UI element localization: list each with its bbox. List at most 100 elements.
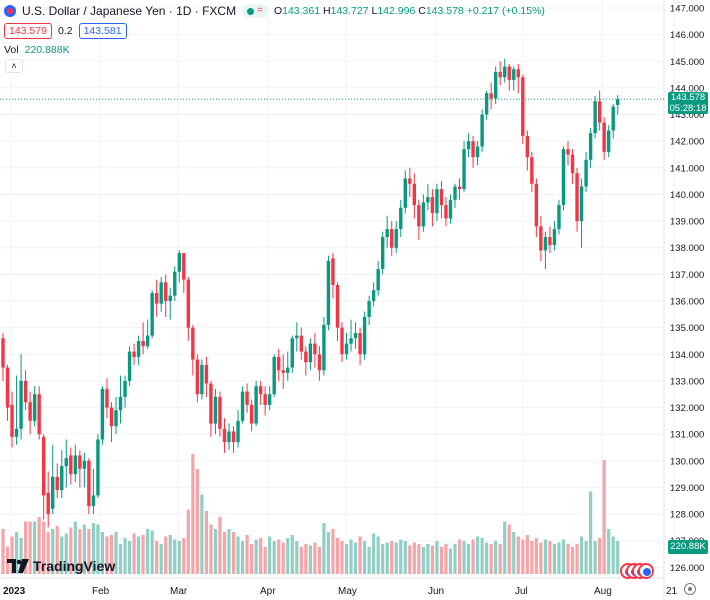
candle-body <box>64 458 68 467</box>
y-tick-label: 135.000 <box>670 323 704 334</box>
candle-body <box>471 141 475 158</box>
volume-bar <box>227 529 231 574</box>
volume-bar <box>259 538 263 574</box>
open-label: O <box>273 5 283 17</box>
candle-body <box>616 99 620 105</box>
candle-body <box>566 149 570 155</box>
us-event-icon[interactable] <box>638 563 654 579</box>
candle-body <box>55 476 59 491</box>
candle-body <box>236 420 240 443</box>
y-tick-label: 141.000 <box>670 163 704 174</box>
candle-body <box>584 159 588 187</box>
candle-body <box>498 71 502 78</box>
volume-bar <box>394 542 398 574</box>
volume-bar <box>561 539 566 574</box>
candle-body <box>403 178 407 208</box>
sell-button[interactable]: 143.579 <box>4 23 52 39</box>
candle-body <box>340 327 344 355</box>
candle-body <box>512 69 516 80</box>
volume-bar <box>417 544 421 574</box>
market-status-pill[interactable]: = <box>242 4 268 18</box>
candle-body <box>503 66 507 78</box>
candle-body <box>87 460 91 507</box>
candle-body <box>258 386 263 395</box>
collapse-legend-button[interactable]: ˄ <box>5 59 23 73</box>
ohlc-values: O143.361 H143.727 L142.996 C143.578 +0.2… <box>274 5 545 17</box>
volume-legend[interactable]: Vol 220.888K <box>4 44 70 56</box>
candle-body <box>200 364 204 395</box>
volume-bar <box>277 539 281 574</box>
candle-body <box>145 335 150 347</box>
volume-bar <box>485 542 489 574</box>
trade-buttons: 143.579 0.2 143.581 <box>4 23 127 39</box>
candle-body <box>430 197 435 214</box>
candle-body <box>353 332 358 339</box>
candle-body <box>313 343 317 355</box>
candle-body <box>204 364 209 384</box>
y-tick-label: 147.000 <box>670 3 704 14</box>
candle-body <box>150 292 154 336</box>
candle-body <box>516 69 520 78</box>
volume-bar <box>33 521 37 574</box>
volume-bar <box>69 527 73 574</box>
volume-bar <box>60 536 64 574</box>
usd-jpy-flag-icon <box>4 5 16 17</box>
volume-bar <box>607 529 611 574</box>
volume-bar <box>150 530 154 574</box>
volume-bar <box>132 533 136 574</box>
volume-bar <box>200 494 204 574</box>
volume-bar <box>381 544 385 574</box>
candle-body <box>426 197 430 203</box>
candle-body <box>371 290 376 301</box>
candle-body <box>19 380 23 429</box>
candle-body <box>14 428 19 437</box>
symbol-title[interactable]: U.S. Dollar / Japanese Yen · 1D · FXCM <box>22 4 237 18</box>
candle-body <box>240 391 245 421</box>
y-tick-label: 136.000 <box>670 296 704 307</box>
volume-bar <box>209 524 213 574</box>
candle-body <box>263 394 267 405</box>
buy-button[interactable]: 143.581 <box>78 23 127 39</box>
candle-body <box>462 149 466 190</box>
economic-events[interactable] <box>620 563 654 579</box>
candle-body <box>484 93 489 115</box>
candle-body <box>579 186 584 222</box>
candle-body <box>570 154 575 174</box>
candle-body <box>399 207 403 230</box>
settings-gear-icon[interactable] <box>684 583 696 595</box>
volume-bar <box>10 536 14 574</box>
volume-bar <box>448 548 453 574</box>
volume-bar <box>575 544 579 574</box>
volume-bar <box>326 532 331 574</box>
y-tick-label: 137.000 <box>670 270 704 281</box>
candle-body <box>213 396 218 424</box>
candle-body <box>362 316 367 355</box>
symbol-legend: U.S. Dollar / Japanese Yen · 1D · FXCM =… <box>4 4 545 18</box>
volume-bar <box>399 539 403 574</box>
y-tick-label: 145.000 <box>670 57 704 68</box>
volume-bar <box>195 469 199 574</box>
tradingview-logo[interactable]: TradingView <box>7 558 115 574</box>
volume-bar <box>516 536 520 574</box>
candle-body <box>78 455 82 469</box>
volume-bar <box>191 454 195 574</box>
volume-bar <box>1 529 5 574</box>
candle-body <box>466 141 471 150</box>
candle-body <box>453 186 457 200</box>
volume-bar <box>236 536 240 574</box>
volume-bar <box>146 529 150 574</box>
volume-bar <box>372 533 376 574</box>
volume-bar <box>168 535 172 574</box>
y-tick-label: 138.000 <box>670 243 704 254</box>
candle-body <box>10 404 14 437</box>
candle-body <box>290 338 294 368</box>
candle-body <box>209 383 213 424</box>
candle-body <box>417 205 421 227</box>
y-tick-label: 139.000 <box>670 217 704 228</box>
volume-bar <box>164 536 168 574</box>
volume-bar <box>589 491 593 574</box>
candle-body <box>73 455 78 475</box>
volume-bar <box>385 542 389 574</box>
volume-bar <box>616 541 620 574</box>
